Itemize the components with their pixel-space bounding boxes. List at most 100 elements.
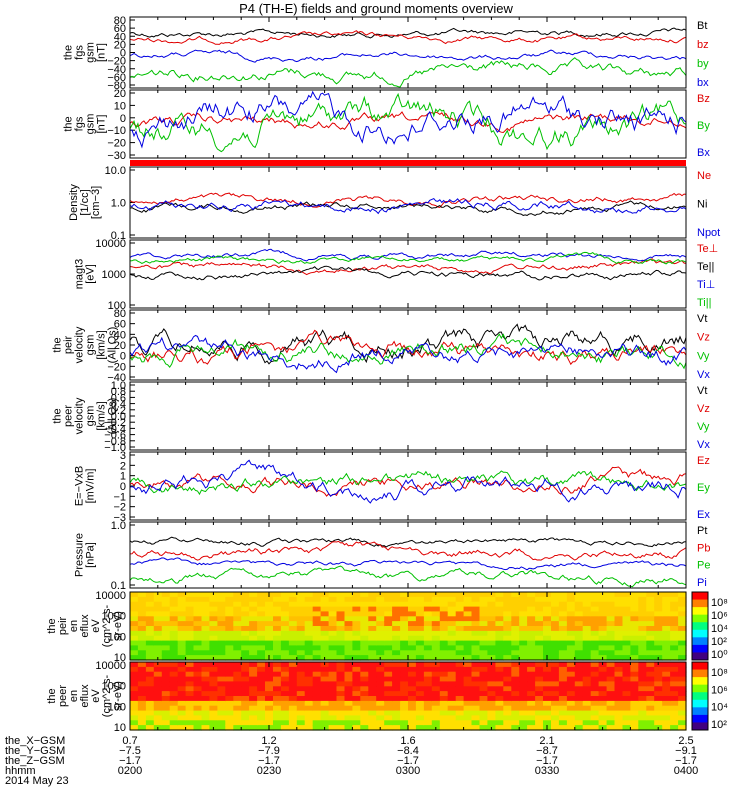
heatmap-cell (169, 725, 179, 731)
y-axis-label-line: E=−VxB (74, 466, 86, 506)
colorbar-tick-label: 10⁶ (711, 684, 728, 696)
heatmap-cell (606, 686, 616, 692)
y-axis-label-line: [km/s] (96, 401, 108, 430)
heatmap-cell (360, 592, 369, 598)
heatmap-cell (304, 725, 314, 731)
heatmap-cell (368, 686, 377, 692)
heatmap-cell (273, 596, 282, 603)
heatmap-cell (257, 710, 266, 717)
heatmap-cell (423, 720, 433, 726)
heatmap-cell (193, 611, 202, 617)
heatmap-cell (288, 592, 298, 598)
heatmap-cell (582, 700, 592, 707)
heatmap-cell (209, 686, 218, 692)
heatmap-cell (408, 596, 417, 603)
heatmap-cell (415, 596, 425, 603)
y-axis-label: thepeerenefluxeV(cm^2-s-sr-eV) (46, 674, 124, 717)
heatmap-cell (384, 705, 393, 712)
y-axis-label-line: [nPa] (85, 542, 97, 568)
heatmap-cell (241, 686, 250, 692)
y-axis-label-line: the (46, 618, 58, 633)
heatmap-cell (217, 630, 226, 637)
heatmap-cell (487, 691, 496, 697)
heatmap-cell (455, 691, 465, 697)
heatmap-cell (376, 621, 385, 627)
heatmap-cell (455, 635, 465, 642)
heatmap-cell (352, 601, 361, 608)
series-line (130, 466, 686, 497)
heatmap-cell (368, 720, 377, 726)
heatmap-cell (423, 626, 433, 632)
heatmap-cell (304, 601, 314, 608)
heatmap-cell (558, 710, 568, 717)
y-axis-label-line: [km/s] (96, 330, 108, 359)
heatmap-cell (598, 705, 608, 712)
heatmap-cell (479, 630, 488, 637)
heatmap-cell (304, 596, 314, 603)
heatmap-cell (495, 710, 504, 717)
heatmap-cell (376, 696, 385, 702)
heatmap-cell (614, 626, 623, 632)
heatmap-cell (360, 696, 369, 702)
heatmap-cell (447, 650, 457, 656)
heatmap-cell (551, 686, 560, 692)
heatmap-cell (296, 662, 306, 668)
heatmap-cell (193, 650, 202, 656)
heatmap-cell (312, 676, 322, 683)
heatmap-cell (368, 715, 377, 721)
heatmap-cell (574, 671, 584, 678)
heatmap-cell (431, 621, 441, 627)
heatmap-cell (185, 691, 195, 697)
y-axis-label-line: (All Qs) (107, 327, 119, 364)
heatmap-cell (646, 655, 655, 661)
heatmap-cell (376, 691, 385, 697)
heatmap-cell (622, 611, 631, 617)
heatmap-cell (400, 710, 409, 717)
heatmap-cell (654, 596, 663, 603)
heatmap-cell (622, 601, 631, 608)
heatmap-cell (304, 621, 314, 627)
y-axis-label-line: fgs (74, 116, 86, 131)
heatmap-cell (312, 601, 322, 608)
heatmap-cell (630, 671, 639, 678)
heatmap-cell (638, 640, 647, 647)
heatmap-cell (566, 635, 576, 642)
y-tick-label: −3 (113, 512, 126, 524)
heatmap-cell (638, 686, 647, 692)
heatmap-cell (400, 720, 409, 726)
y-tick-label: −60 (107, 72, 126, 84)
heatmap-cell (153, 601, 163, 608)
heatmap-cell (566, 601, 576, 608)
heatmap-cell (384, 606, 393, 613)
heatmap-cell (423, 700, 433, 707)
heatmap-cell (153, 645, 163, 651)
heatmap-cell (241, 626, 250, 632)
heatmap-cell (535, 666, 544, 673)
heatmap-cell (130, 666, 139, 673)
heatmap-cell (543, 691, 552, 697)
heatmap-cell (503, 662, 512, 668)
heatmap-cell (415, 705, 425, 712)
heatmap-cell (598, 671, 608, 678)
y-tick-label: 10.0 (105, 165, 126, 177)
heatmap-cell (288, 686, 298, 692)
heatmap-cell (439, 686, 449, 692)
heatmap-cell (479, 686, 488, 692)
heatmap-cell (209, 606, 218, 613)
heatmap-cell (185, 725, 195, 731)
heatmap-cell (598, 700, 608, 707)
heatmap-cell (558, 696, 568, 702)
heatmap-cell (511, 616, 520, 622)
heatmap-cell (638, 710, 647, 717)
y-tick-label: 1.0 (111, 198, 126, 210)
heatmap-cell (328, 626, 338, 632)
heatmap-cell (209, 691, 218, 697)
heatmap-cell (455, 621, 465, 627)
heatmap-cell (408, 650, 417, 656)
heatmap-cell (566, 621, 576, 627)
heatmap-cell (590, 616, 600, 622)
heatmap-cell (328, 720, 338, 726)
heatmap-cell (535, 630, 544, 637)
heatmap-cell (336, 650, 345, 656)
heatmap-cell (265, 691, 274, 697)
